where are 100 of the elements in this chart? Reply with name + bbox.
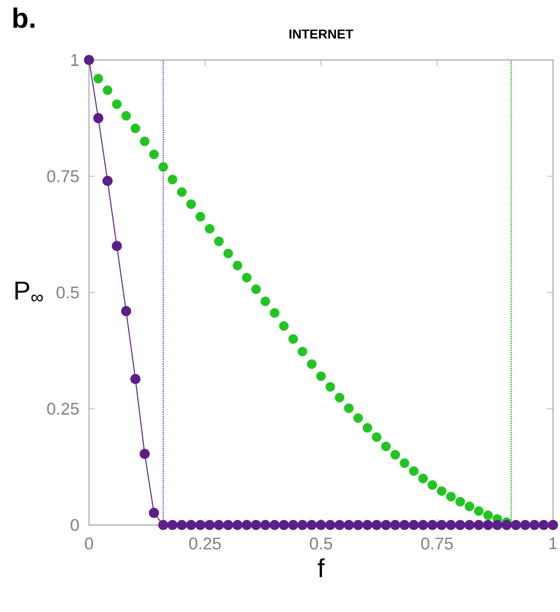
point (196, 212, 206, 222)
point (148, 508, 160, 518)
point (464, 520, 475, 530)
point (316, 520, 326, 530)
point (168, 174, 178, 184)
point (232, 520, 243, 530)
point (167, 520, 178, 530)
point (316, 371, 326, 381)
point (279, 321, 289, 331)
x-tick-label: 0 (84, 538, 94, 550)
point (140, 136, 150, 146)
point (446, 520, 456, 530)
point (372, 432, 382, 442)
x-tick-label: 0.75 (421, 538, 453, 550)
point (474, 520, 484, 530)
x-axis-title: f (318, 558, 325, 578)
point (223, 520, 234, 530)
point (112, 240, 122, 252)
point (260, 520, 270, 530)
point (362, 423, 372, 433)
point (232, 260, 242, 270)
y-tick-label: 0.75 (47, 170, 79, 182)
point (140, 448, 150, 459)
point (455, 520, 466, 530)
point (353, 413, 363, 423)
point (102, 85, 112, 96)
y-axis-title: P$_{∞}$ (15, 282, 43, 302)
point (288, 520, 298, 530)
point (195, 520, 206, 530)
point (84, 54, 94, 66)
x-tick-label: 1 (550, 538, 557, 550)
point (510, 520, 521, 530)
point (334, 392, 344, 402)
point (93, 74, 104, 84)
point (427, 520, 438, 530)
point (418, 474, 428, 484)
point (409, 466, 419, 476)
point (548, 520, 558, 530)
y-tick-label: 1 (71, 54, 79, 66)
x-tick-label: 0.25 (189, 538, 221, 550)
point (436, 520, 447, 530)
point (464, 502, 474, 512)
point (372, 520, 382, 530)
point (130, 124, 140, 134)
point (242, 272, 252, 282)
point (325, 520, 336, 530)
point (344, 403, 354, 414)
point (270, 520, 280, 530)
point (353, 520, 364, 530)
point (400, 458, 410, 468)
point (121, 110, 131, 121)
point (492, 520, 502, 530)
point (482, 520, 494, 530)
point (242, 520, 252, 530)
text: b. (13, 8, 34, 28)
point (93, 113, 104, 124)
point (446, 492, 456, 502)
point (520, 520, 530, 530)
point (297, 520, 308, 530)
chart-title: INTERNET (289, 30, 354, 38)
point (251, 284, 261, 294)
x-tick-label: 0.5 (310, 538, 332, 550)
point (390, 450, 400, 460)
point (306, 359, 317, 369)
point (214, 520, 224, 530)
point (436, 486, 446, 496)
point (270, 308, 280, 318)
point (158, 520, 168, 530)
point (149, 150, 159, 160)
point (381, 442, 391, 452)
point (483, 510, 493, 520)
point (186, 520, 196, 530)
point (502, 520, 512, 530)
y-tick-label: 0 (70, 519, 79, 531)
point (204, 520, 215, 530)
point (121, 306, 132, 316)
point (418, 520, 428, 530)
point (260, 296, 270, 306)
point (390, 520, 400, 530)
point (344, 520, 354, 530)
point (102, 176, 113, 186)
point (288, 334, 298, 344)
point (455, 496, 466, 507)
point (529, 520, 540, 530)
point (186, 199, 196, 209)
point (399, 520, 410, 530)
point (362, 520, 373, 530)
point (223, 248, 233, 258)
point (214, 236, 224, 246)
point (278, 520, 289, 530)
point (428, 480, 438, 490)
point (130, 374, 140, 384)
point (177, 187, 187, 197)
y-tick-label: 0.25 (47, 402, 79, 415)
point (176, 520, 187, 530)
point (204, 224, 214, 234)
point (250, 520, 262, 530)
point (298, 346, 308, 356)
point (380, 520, 392, 530)
point (538, 520, 549, 530)
